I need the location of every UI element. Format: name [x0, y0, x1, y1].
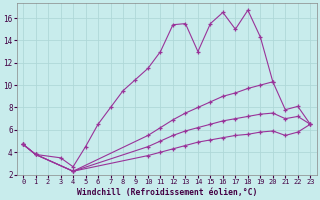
X-axis label: Windchill (Refroidissement éolien,°C): Windchill (Refroidissement éolien,°C)	[76, 188, 257, 197]
